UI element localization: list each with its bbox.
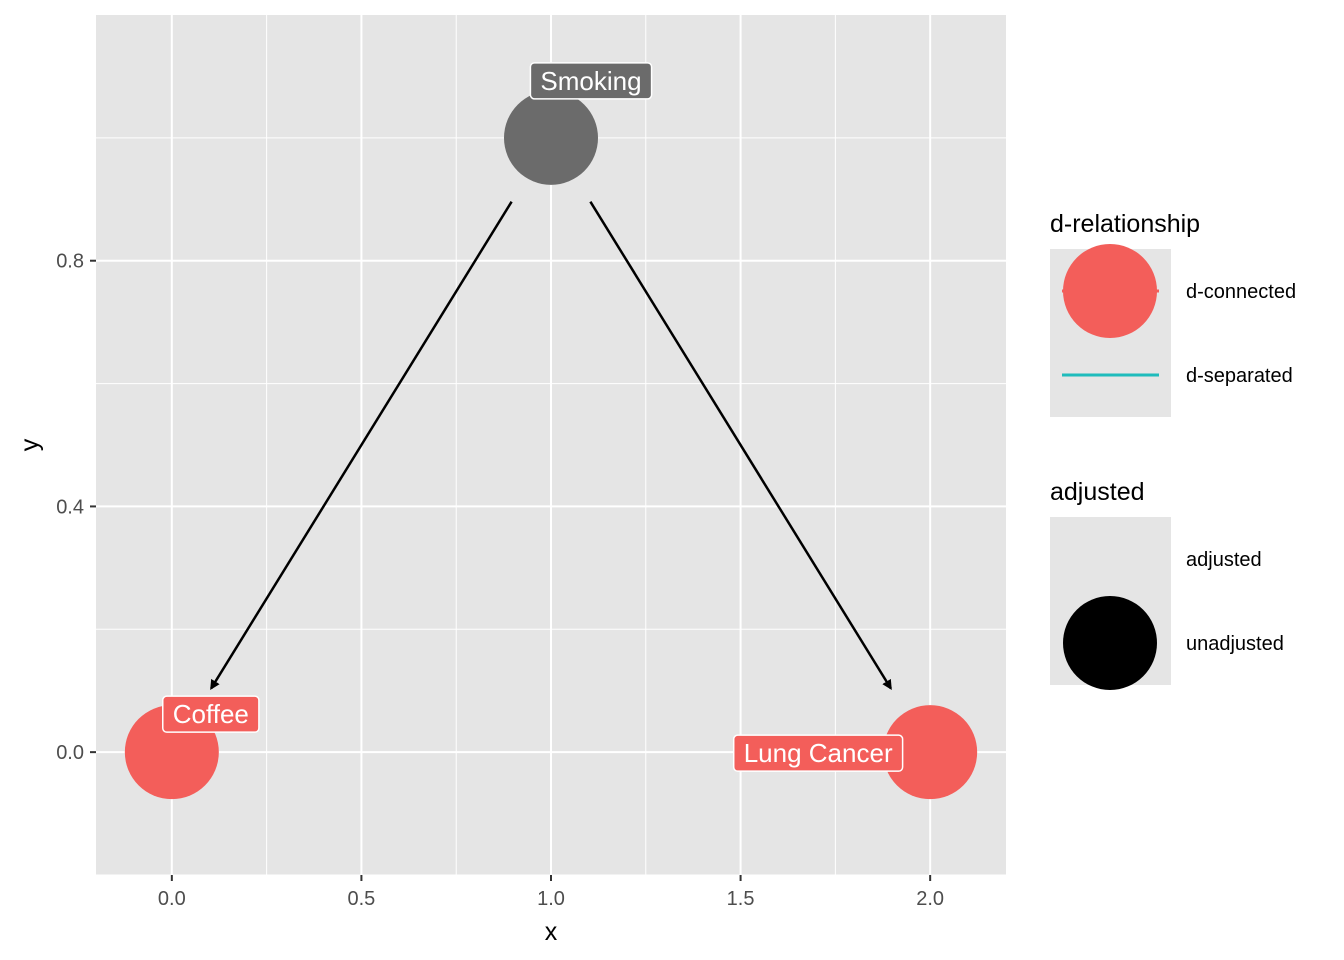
legend-label-adjusted: adjusted	[1186, 549, 1262, 571]
dag-nodes	[124, 90, 978, 800]
legend-title: d-relationship	[1050, 210, 1200, 238]
node-label-lung-cancer: Lung Cancer	[732, 734, 904, 772]
x-tick-label: 0.0	[158, 888, 186, 910]
node-lung-cancer	[883, 705, 978, 800]
node-label-text: Lung Cancer	[744, 738, 893, 768]
y-tick-label: 0.4	[56, 496, 84, 518]
x-tick-label: 1.5	[727, 888, 755, 910]
x-tick-label: 1.0	[537, 888, 565, 910]
legend-label-unadjusted: unadjusted	[1186, 633, 1284, 655]
node-label-box	[162, 695, 260, 733]
x-tick-label: 0.5	[348, 888, 376, 910]
legend-label-d-separated: d-separated	[1186, 365, 1293, 387]
legend-d-relationship: d-relationship d-connected d-separated	[1050, 210, 1296, 417]
legend-title: adjusted	[1050, 478, 1145, 506]
x-tick-label: 2.0	[916, 888, 944, 910]
y-tick-label: 0.0	[56, 742, 84, 764]
node-label-text: Coffee	[173, 699, 249, 729]
legend-key-unadjusted	[1063, 596, 1157, 690]
node-label-smoking: Smoking	[529, 62, 653, 100]
legend-label-d-connected: d-connected	[1186, 281, 1296, 303]
x-axis: 0.0 0.5 1.0 1.5 2.0	[158, 875, 944, 910]
node-smoking	[504, 90, 598, 185]
legend-adjusted: adjusted adjusted unadjusted	[1050, 478, 1284, 690]
legends: d-relationship d-connected d-separated adju…	[1050, 210, 1296, 690]
node-label-box	[732, 734, 904, 772]
edge-smoking-to-lung-cancer	[589, 201, 892, 691]
node-label-coffee: Coffee	[162, 695, 260, 733]
node-label-box	[529, 62, 653, 100]
dag-edges	[210, 201, 892, 691]
node-label-text: Smoking	[540, 66, 641, 96]
edge-smoking-to-coffee	[210, 201, 513, 691]
dag-node-labels: Smoking Coffee Lung Cancer	[162, 62, 904, 772]
x-axis-title: x	[545, 918, 558, 946]
legend-key-d-connected	[1063, 244, 1157, 338]
y-tick-label: 0.8	[56, 251, 84, 273]
y-axis: 0.0 0.4 0.8	[56, 251, 96, 764]
y-axis-title: y	[16, 438, 44, 451]
